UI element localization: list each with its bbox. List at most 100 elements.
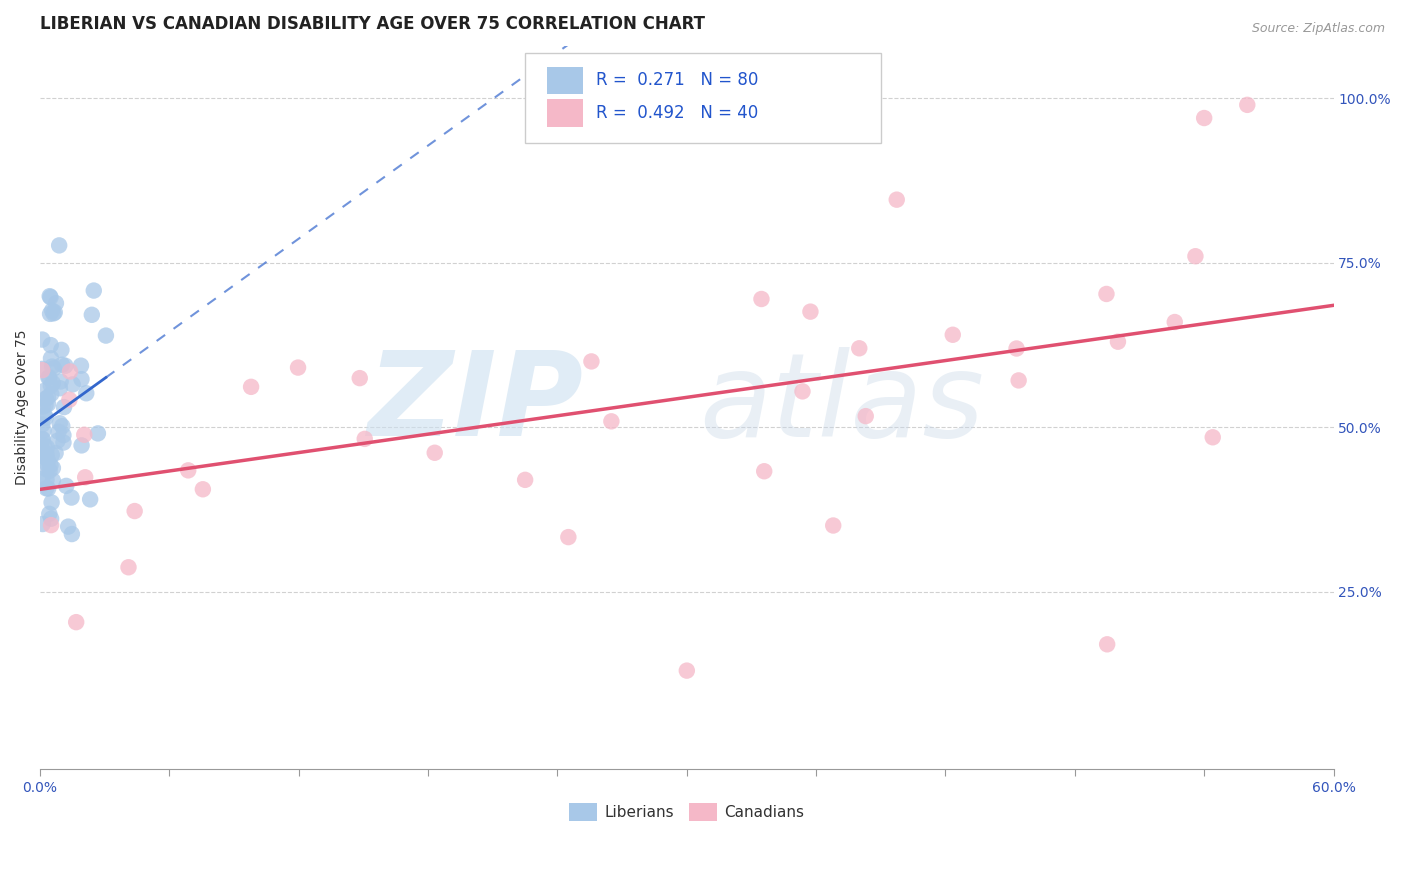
Point (1095, 637, 1118, 651)
Point (58, 392, 80, 407)
Point (60, 527, 83, 541)
Point (48, 425, 70, 439)
Point (675, 664, 697, 678)
Text: Source: ZipAtlas.com: Source: ZipAtlas.com (1251, 22, 1385, 36)
Point (37, 457, 59, 471)
Point (600, 414, 623, 428)
Point (53, 359, 76, 373)
Point (45, 296, 67, 310)
Point (855, 409, 877, 424)
Point (581, 354, 603, 368)
Point (37, 397, 59, 411)
Point (38, 289, 60, 303)
Point (34, 398, 56, 412)
Point (37, 452, 59, 467)
Legend: Liberians, Canadians: Liberians, Canadians (564, 797, 810, 827)
Point (58, 519, 80, 533)
Point (1202, 430, 1225, 444)
Text: R =  0.271   N = 80: R = 0.271 N = 80 (596, 71, 759, 89)
Point (34, 410, 56, 425)
Point (31, 433, 53, 447)
Point (39, 290, 62, 304)
Point (35, 462, 58, 476)
Point (75, 386, 97, 401)
Point (240, 380, 263, 394)
Point (39, 351, 62, 366)
Point (42, 361, 65, 376)
Point (42, 474, 65, 488)
Point (349, 371, 371, 385)
Point (31, 449, 53, 463)
Point (49, 375, 72, 389)
Point (48, 238, 70, 252)
Point (41, 448, 63, 462)
Point (37, 391, 59, 405)
Point (52, 428, 75, 442)
Point (35, 447, 58, 461)
Point (513, 473, 536, 487)
Text: R =  0.492   N = 40: R = 0.492 N = 40 (596, 104, 758, 122)
Point (31, 417, 53, 432)
Point (35, 441, 58, 455)
Point (62, 377, 84, 392)
Point (886, 193, 908, 207)
Point (39, 378, 62, 392)
Text: ZIP: ZIP (367, 346, 583, 461)
Point (49, 381, 72, 395)
Point (39, 307, 62, 321)
Point (83, 284, 105, 298)
Point (79, 492, 101, 507)
Point (37, 482, 59, 496)
Point (823, 518, 845, 533)
Point (34, 384, 56, 398)
Point (117, 560, 139, 574)
Point (353, 432, 375, 446)
Point (75, 470, 97, 484)
Point (60, 491, 83, 505)
Point (1005, 342, 1028, 356)
Point (51, 358, 73, 372)
Point (1007, 373, 1029, 387)
Text: atlas: atlas (700, 347, 984, 461)
Point (38, 464, 60, 478)
Point (35, 473, 58, 487)
Bar (547, 67, 583, 95)
Text: LIBERIAN VS CANADIAN DISABILITY AGE OVER 75 CORRELATION CHART: LIBERIAN VS CANADIAN DISABILITY AGE OVER… (41, 15, 706, 33)
Point (35, 481, 58, 495)
Point (38, 370, 60, 384)
Point (1236, 98, 1258, 112)
Point (52, 435, 75, 450)
Point (42, 461, 65, 475)
Point (848, 341, 870, 355)
Point (80, 308, 103, 322)
Point (70, 359, 93, 373)
Point (42, 306, 65, 320)
Point (287, 360, 309, 375)
Point (1192, 111, 1215, 125)
Point (31, 516, 53, 531)
Point (31, 442, 53, 457)
Point (39, 512, 62, 526)
Point (87, 426, 110, 441)
Point (41, 303, 63, 318)
Point (32, 450, 55, 464)
Point (32, 438, 55, 452)
Point (39, 387, 62, 401)
FancyBboxPatch shape (524, 53, 880, 144)
Point (51, 343, 73, 357)
Point (73, 427, 96, 442)
Point (31, 363, 53, 377)
Point (55, 479, 77, 493)
Point (423, 446, 446, 460)
Point (45, 446, 67, 460)
Point (1107, 334, 1129, 349)
Point (751, 292, 773, 306)
Point (38, 507, 60, 521)
Point (32, 424, 55, 438)
Point (31, 400, 53, 414)
Point (41, 495, 63, 509)
Point (792, 384, 814, 399)
Y-axis label: Disability Age Over 75: Disability Age Over 75 (15, 330, 30, 485)
Point (39, 518, 62, 533)
Point (46, 434, 69, 448)
